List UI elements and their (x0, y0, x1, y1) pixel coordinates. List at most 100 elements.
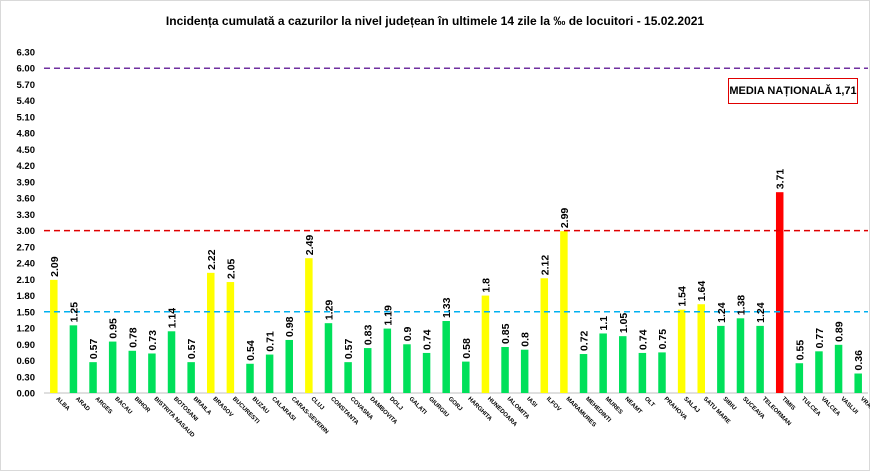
data-label: 1.29 (323, 300, 335, 321)
y-tick-label: 2.40 (17, 259, 36, 270)
x-tick-label: BUZAU (251, 396, 270, 415)
bar-galati (403, 344, 411, 393)
bar-satu-mare (697, 304, 705, 393)
data-label: 0.77 (814, 328, 826, 349)
data-label: 0.9 (402, 327, 414, 342)
bar-salaj (677, 309, 686, 393)
bar-alba (50, 279, 58, 393)
data-label: 1.24 (716, 302, 728, 323)
x-tick-label: CARAS-SEVERIN (290, 396, 329, 435)
y-tick-label: 1.50 (17, 307, 36, 318)
y-tick-label: 0.90 (17, 340, 36, 351)
bar-calarasi (265, 354, 274, 393)
y-tick-label: 2.10 (17, 275, 36, 286)
y-tick-label: 4.80 (17, 129, 36, 140)
x-tick-label: BACAU (113, 396, 133, 416)
bar-botosani (167, 331, 176, 393)
data-label: 0.83 (363, 324, 375, 345)
x-tick-label: MURES (604, 396, 624, 416)
bar-suceava (736, 318, 745, 393)
x-tick-label: BIHOR (133, 396, 151, 414)
bar-mures (599, 333, 607, 393)
bar-constanta (324, 323, 333, 393)
bar-sibiu (717, 325, 725, 393)
bar-harghita (462, 361, 470, 393)
data-label: 0.57 (88, 339, 100, 360)
x-tick-label: DOLJ (388, 396, 404, 412)
x-tick-label: GALATI (408, 396, 428, 416)
data-label: 1.25 (68, 302, 80, 323)
y-tick-label: 3.90 (17, 177, 36, 188)
bar-bihor (128, 350, 137, 393)
data-label: 0.57 (186, 339, 198, 360)
data-label: 3.71 (775, 169, 787, 190)
bar-braila (187, 362, 195, 393)
data-label: 0.57 (343, 339, 355, 360)
bar-olt (638, 352, 647, 393)
data-label: 1.33 (441, 297, 453, 318)
bar-valcea (815, 351, 823, 393)
bar-covasna (344, 362, 352, 393)
data-label: 0.55 (794, 340, 806, 361)
bar-giurgiu (422, 352, 431, 393)
y-tick-label: 1.80 (17, 291, 36, 302)
data-label: 0.85 (500, 323, 512, 344)
x-tick-label: GORJ (447, 396, 463, 412)
y-tick-label: 1.20 (17, 324, 36, 335)
data-label: 1.8 (480, 278, 492, 293)
data-label: 0.58 (461, 338, 473, 359)
y-tick-label: 6.00 (17, 64, 36, 75)
x-tick-label: ARGES (94, 396, 113, 415)
data-label: 1.19 (382, 305, 394, 326)
data-label: 1.14 (167, 308, 179, 329)
data-label: 2.99 (559, 208, 571, 229)
y-tick-label: 3.30 (17, 210, 36, 221)
x-tick-label: BISTRITA NASAUD (152, 396, 195, 439)
bar-gorj (442, 321, 450, 393)
y-tick-label: 5.10 (17, 112, 36, 123)
y-tick-label: 6.30 (17, 48, 36, 59)
x-tick-label: GIURGIU (427, 396, 449, 418)
bar-bacau (108, 341, 117, 393)
y-tick-label: 3.60 (17, 194, 36, 205)
data-label: 2.05 (225, 258, 237, 279)
x-tick-label: SALAJ (682, 396, 700, 414)
data-label: 0.54 (245, 340, 257, 361)
x-tick-label: SIBIU (721, 396, 737, 412)
bar-hunedoara (481, 295, 490, 393)
y-tick-label: 3.00 (17, 226, 36, 237)
x-tick-label: ARAD (74, 396, 91, 413)
data-label: 0.74 (422, 329, 434, 350)
data-label: 0.74 (637, 329, 649, 350)
bar-bistrita-nasaud (148, 353, 156, 393)
bar-buzau (246, 363, 254, 393)
data-label: 0.8 (520, 332, 532, 347)
bar-maramures (560, 231, 568, 393)
x-tick-label: VALCEA (820, 396, 842, 418)
x-tick-label: OLT (643, 396, 656, 409)
bar-vaslui (834, 344, 843, 393)
bar-bucuresti (226, 282, 235, 393)
y-tick-label: 4.50 (17, 145, 36, 156)
data-label: 1.64 (696, 281, 708, 302)
bar-timis (775, 192, 784, 393)
data-label: 1.54 (677, 286, 689, 307)
data-label: 2.49 (304, 235, 316, 256)
x-tick-label: BRASOV (211, 396, 233, 418)
data-label: 0.98 (284, 316, 296, 337)
bar-arges (89, 362, 97, 393)
data-label: 0.71 (265, 331, 277, 352)
bar-arad (69, 325, 78, 393)
bar-vrancea (854, 373, 862, 393)
bar-ilfov (540, 278, 549, 393)
bar-ialomita (501, 346, 509, 393)
x-tick-label: TIMIS (780, 396, 796, 412)
bar-neamt (619, 336, 627, 393)
y-tick-label: 0.60 (17, 356, 36, 367)
bar-tulcea (795, 363, 804, 393)
bar-mehedinti (579, 354, 588, 393)
y-tick-label: 2.70 (17, 242, 36, 253)
data-label: 2.22 (206, 249, 218, 270)
y-tick-label: 5.70 (17, 80, 36, 91)
